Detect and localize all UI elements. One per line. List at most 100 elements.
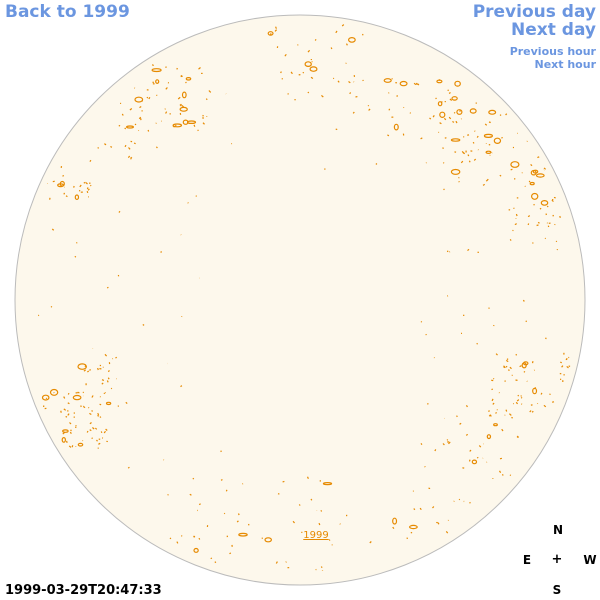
contour-mark [462, 151, 466, 155]
contour-mark [155, 122, 157, 124]
contour-mark [345, 43, 348, 46]
contour-mark [425, 333, 427, 336]
contour-mark [482, 183, 486, 186]
contour-mark [515, 401, 519, 405]
contour-mark [318, 522, 321, 526]
contour-mark [458, 181, 460, 183]
contour-mark [559, 215, 561, 218]
contour-mark [99, 416, 102, 418]
contour-mark [459, 422, 462, 425]
year-link[interactable]: 1999 [303, 530, 328, 541]
contour-mark [73, 416, 76, 418]
contour-mark [399, 80, 408, 87]
next-day-link[interactable]: Next day [511, 20, 596, 40]
compass-center: + [551, 552, 563, 567]
contour-mark [53, 392, 55, 394]
contour-mark [529, 181, 535, 186]
contour-mark [98, 442, 101, 445]
contour-mark [74, 194, 80, 201]
contour-mark [543, 404, 547, 408]
contour-mark [104, 353, 108, 357]
contour-mark [520, 396, 523, 399]
contour-mark [468, 160, 471, 163]
contour-mark [66, 440, 68, 443]
contour-mark [540, 199, 549, 206]
contour-mark [409, 524, 418, 530]
contour-mark [310, 76, 314, 80]
contour-mark [443, 117, 447, 121]
contour-mark [106, 286, 109, 289]
contour-mark [458, 177, 460, 179]
contour-mark [51, 228, 55, 231]
contour-mark [127, 155, 131, 159]
contour-mark [467, 248, 470, 252]
contour-mark [223, 512, 226, 515]
contour-mark [77, 363, 87, 370]
contour-mark [505, 359, 509, 363]
contour-mark [428, 487, 431, 490]
contour-mark [432, 506, 435, 509]
contour-mark [172, 123, 183, 128]
contour-mark [510, 168, 513, 171]
contour-mark [124, 144, 127, 148]
contour-mark [68, 445, 72, 448]
contour-mark [72, 394, 82, 401]
contour-mark [198, 537, 201, 540]
contour-mark [439, 111, 446, 119]
contour-mark [91, 437, 93, 440]
previous-day-link[interactable]: Previous day [472, 2, 596, 22]
contour-mark [247, 523, 250, 526]
contour-mark [62, 174, 65, 177]
contour-mark [445, 531, 449, 534]
contour-mark [306, 476, 309, 480]
contour-mark [483, 133, 493, 138]
contour-mark [115, 356, 118, 359]
contour-mark [566, 365, 569, 369]
contour-mark [460, 160, 464, 164]
contour-mark [77, 442, 84, 447]
contour-mark [492, 402, 495, 405]
contour-mark [94, 427, 98, 430]
contour-mark [179, 104, 182, 107]
contour-mark [352, 111, 355, 114]
contour-mark [99, 396, 101, 398]
contour-mark [508, 413, 512, 416]
contour-mark [540, 392, 543, 395]
contour-mark [505, 409, 508, 412]
contour-mark [554, 223, 556, 226]
contour-mark [533, 203, 535, 206]
contour-mark [89, 184, 92, 187]
contour-mark [467, 154, 470, 157]
contour-mark [388, 108, 391, 111]
contour-mark [148, 96, 151, 100]
next-hour-link[interactable]: Next hour [534, 58, 597, 71]
contour-mark [553, 196, 556, 199]
contour-mark [492, 378, 495, 380]
contour-mark [192, 477, 195, 480]
contour-mark [118, 210, 121, 213]
contour-mark [105, 428, 108, 431]
contour-mark [369, 541, 372, 544]
contour-mark [322, 482, 333, 486]
contour-mark [527, 223, 530, 226]
contour-mark [151, 68, 162, 73]
contour-mark [107, 370, 110, 373]
contour-mark [424, 466, 426, 468]
contour-mark [198, 503, 201, 506]
contour-mark [417, 83, 420, 86]
contour-mark [486, 434, 492, 440]
contour-mark [210, 557, 213, 560]
contour-mark [444, 137, 447, 139]
previous-hour-link[interactable]: Previous hour [509, 45, 596, 58]
contour-mark [501, 136, 503, 139]
contour-mark [99, 403, 102, 406]
contour-mark [522, 299, 525, 302]
back-to-year-link[interactable]: Back to 1999 [5, 2, 130, 22]
contour-mark [63, 192, 66, 195]
contour-mark [439, 122, 442, 125]
contour-mark [537, 221, 540, 224]
contour-mark [448, 441, 451, 445]
compass-west: W [583, 553, 597, 567]
contour-mark [193, 535, 196, 538]
contour-mark [488, 121, 491, 124]
